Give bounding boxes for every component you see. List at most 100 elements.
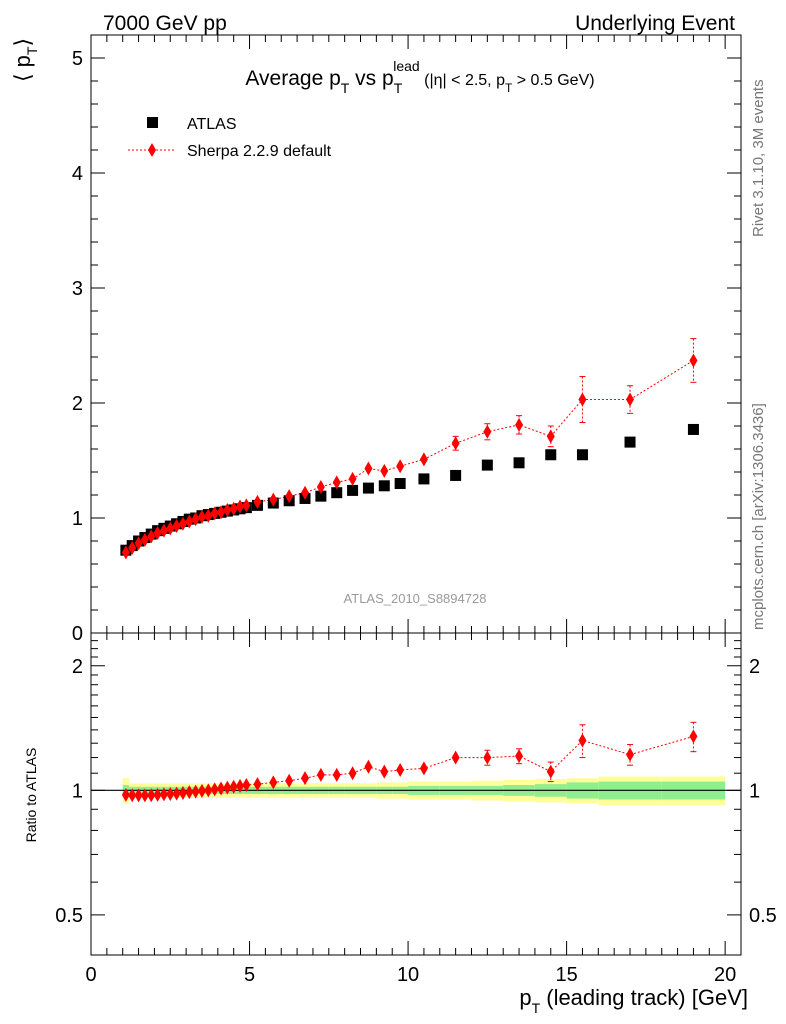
ratio-sherpa-point	[689, 729, 698, 744]
main-y-tick-label: 1	[72, 508, 83, 530]
sherpa-point	[204, 508, 213, 523]
sherpa-point	[316, 479, 325, 494]
ratio-sherpa-point	[147, 788, 156, 803]
sherpa-point	[121, 545, 130, 560]
sherpa-point	[253, 494, 262, 509]
ratio-sherpa-point	[364, 759, 373, 774]
ratio-sherpa-point	[626, 747, 635, 762]
sherpa-point	[134, 536, 143, 551]
legend-atlas-marker	[147, 117, 158, 128]
header-left-label: 7000 GeV pp	[103, 12, 227, 35]
sherpa-point	[332, 475, 341, 490]
atlas-point	[450, 469, 462, 481]
atlas-point	[687, 423, 699, 435]
sherpa-point	[364, 461, 373, 476]
ratio-sherpa-point	[128, 788, 137, 803]
ratio-y-tick-label-right: 1	[749, 780, 760, 802]
sherpa-point	[242, 498, 251, 513]
atlas-point	[394, 478, 406, 489]
ratio-sherpa-point	[546, 764, 555, 779]
atlas-point	[315, 490, 327, 502]
sherpa-point	[380, 463, 389, 478]
sherpa-point	[159, 523, 168, 538]
sherpa-point	[269, 492, 278, 507]
atlas-point	[331, 487, 343, 499]
main-y-tick-label: 4	[72, 163, 83, 185]
sherpa-point	[223, 502, 232, 517]
x-tick-label: 10	[397, 964, 419, 986]
main-axes: 0 1 2 3 4 5	[72, 34, 742, 645]
legend-atlas-label: ATLAS	[187, 116, 237, 133]
x-tick-label: 20	[714, 964, 736, 986]
mcplots-side-label: mcplots.cern.ch [arXiv:1306.3436]	[750, 403, 767, 630]
ratio-sherpa-point	[380, 764, 389, 779]
ratio-sherpa-point	[121, 787, 130, 802]
ratio-y-tick-label-right: 0.5	[749, 905, 777, 927]
ratio-axes: 0 5 10 15 20 0.5 0.5 1 1 2 2	[55, 633, 777, 986]
sherpa-point	[348, 471, 357, 486]
sherpa-line	[125, 360, 694, 553]
ratio-sherpa-point	[178, 786, 187, 801]
ratio-sherpa-point	[301, 771, 310, 786]
sherpa-point	[451, 436, 460, 451]
atlas-point	[576, 449, 588, 461]
ratio-sherpa-point	[204, 783, 213, 798]
sherpa-point	[166, 521, 175, 536]
ratio-sherpa-point	[515, 749, 524, 764]
analysis-watermark: ATLAS_2010_S8894728	[344, 591, 487, 606]
ratio-sherpa-point	[316, 767, 325, 782]
ratio-sherpa-point	[153, 787, 162, 802]
ratio-y-tick-label: 0.5	[55, 905, 83, 927]
legend-sherpa-label: Sherpa 2.2.9 default	[187, 143, 332, 160]
ratio-sherpa-point	[348, 766, 357, 781]
ratio-sherpa-point	[229, 779, 238, 794]
ratio-sherpa-point	[483, 750, 492, 765]
main-y-axis-label: ⟨ pT⟩	[10, 38, 40, 82]
atlas-point	[378, 480, 390, 492]
atlas-point	[624, 436, 636, 448]
x-tick-label: 5	[244, 964, 255, 986]
sherpa-point	[301, 485, 310, 500]
rivet-side-label: Rivet 3.1.10, 3M events	[750, 79, 767, 237]
atlas-point	[545, 449, 557, 461]
atlas-point	[513, 457, 525, 469]
atlas-point	[418, 473, 430, 485]
ratio-sherpa-point	[332, 767, 341, 782]
sherpa-point	[578, 392, 587, 407]
sherpa-point	[285, 489, 294, 504]
ratio-y-tick-label-right: 2	[749, 656, 760, 678]
sherpa-point	[185, 514, 194, 529]
ratio-sherpa-point	[578, 733, 587, 748]
ratio-y-axis-label: Ratio to ATLAS	[23, 748, 39, 843]
atlas-point	[362, 482, 374, 494]
ratio-sherpa-point	[285, 773, 294, 788]
ratio-data-marks	[121, 721, 698, 803]
legend-sherpa-marker	[148, 143, 156, 157]
ratio-sherpa-point	[217, 781, 225, 796]
ratio-sherpa-point	[185, 785, 194, 800]
sherpa-point	[153, 525, 162, 540]
sherpa-point	[626, 392, 635, 407]
ratio-sherpa-point	[191, 784, 200, 799]
ratio-sherpa-point	[396, 762, 405, 777]
sherpa-point	[483, 424, 492, 439]
atlas-point	[481, 459, 493, 471]
sherpa-point	[689, 353, 698, 368]
sherpa-point	[210, 506, 219, 521]
ratio-sherpa-point	[236, 778, 245, 793]
legend: ATLAS Sherpa 2.2.9 default	[128, 116, 332, 160]
sherpa-point	[396, 459, 405, 474]
main-data-marks	[120, 338, 699, 560]
sherpa-point	[191, 512, 200, 527]
main-y-tick-label: 3	[72, 278, 83, 300]
ratio-sherpa-point	[210, 782, 219, 797]
x-tick-label: 0	[85, 964, 96, 986]
sherpa-point	[172, 519, 181, 534]
ratio-y-tick-label: 1	[72, 780, 83, 802]
sherpa-point	[515, 417, 524, 432]
ratio-sherpa-point	[166, 786, 175, 801]
ratio-sherpa-point	[269, 775, 278, 790]
sherpa-point	[217, 505, 225, 520]
atlas-point	[347, 484, 359, 496]
ratio-sherpa-point	[253, 777, 262, 792]
